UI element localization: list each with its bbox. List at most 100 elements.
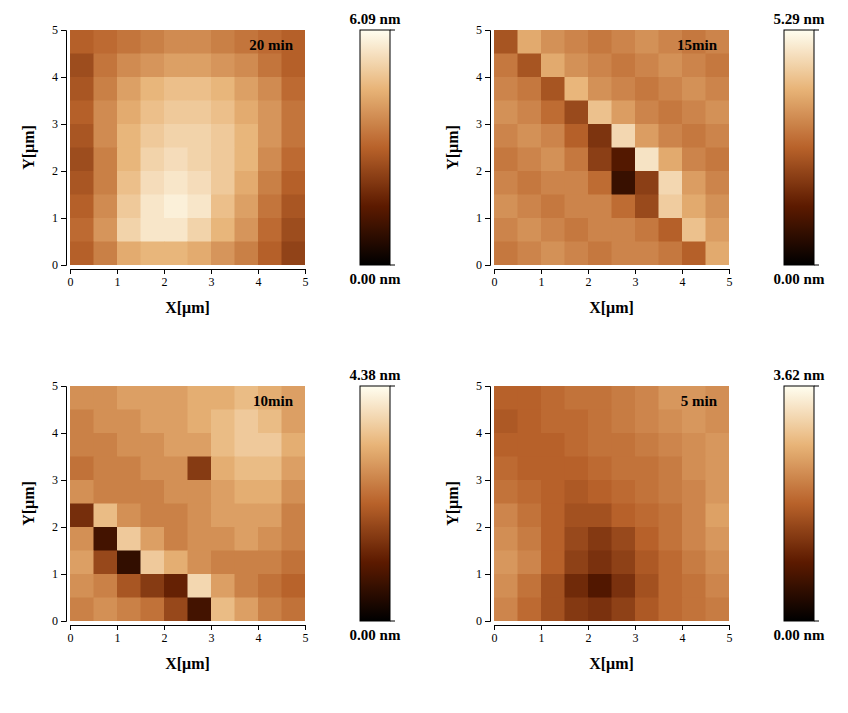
y-tick: 2	[476, 164, 490, 178]
x-tick: 5	[727, 625, 733, 645]
height-cell	[117, 171, 141, 195]
height-cell	[141, 148, 165, 172]
height-cell	[659, 386, 683, 410]
height-cell	[117, 598, 141, 622]
x-tick-label: 3	[633, 275, 639, 289]
x-tick: 4	[680, 269, 686, 289]
height-cell	[94, 480, 118, 504]
height-cell	[211, 551, 235, 575]
x-tick: 1	[539, 269, 545, 289]
height-cell	[706, 77, 730, 101]
height-cell	[588, 527, 612, 551]
height-cell	[494, 574, 518, 598]
heatmap-cells	[70, 30, 305, 265]
height-cell	[565, 410, 589, 434]
y-tick-mark	[61, 171, 66, 172]
y-tick: 5	[476, 23, 490, 37]
y-tick-mark	[61, 30, 66, 31]
y-tick: 0	[476, 614, 490, 628]
height-cell	[635, 574, 659, 598]
height-cell	[588, 410, 612, 434]
y-tick: 4	[52, 70, 66, 84]
height-cell	[188, 410, 212, 434]
x-tick: 0	[492, 625, 498, 645]
height-cell	[706, 504, 730, 528]
y-tick-label: 3	[52, 473, 58, 487]
height-cell	[565, 171, 589, 195]
x-tick-label: 2	[586, 275, 592, 289]
height-cell	[588, 101, 612, 125]
height-cell	[235, 148, 259, 172]
height-cell	[541, 124, 565, 148]
height-cell	[706, 551, 730, 575]
x-tick: 5	[303, 625, 309, 645]
x-axis: 012345	[68, 269, 309, 289]
x-tick-mark	[305, 269, 306, 274]
y-tick: 5	[476, 379, 490, 393]
height-cell	[282, 527, 306, 551]
height-cell	[258, 410, 282, 434]
height-cell	[612, 433, 636, 457]
panel-title: 10min	[253, 393, 294, 409]
height-cell	[612, 574, 636, 598]
height-cell	[541, 551, 565, 575]
y-tick-mark	[485, 30, 490, 31]
height-cell	[188, 242, 212, 266]
height-cell	[282, 551, 306, 575]
height-cell	[541, 171, 565, 195]
height-cell	[565, 30, 589, 54]
x-tick-mark	[258, 625, 259, 630]
height-cell	[141, 527, 165, 551]
height-cell	[518, 574, 542, 598]
height-cell	[188, 386, 212, 410]
height-cell	[141, 171, 165, 195]
height-cell	[235, 101, 259, 125]
height-cell	[70, 242, 94, 266]
height-cell	[94, 77, 118, 101]
height-cell	[494, 54, 518, 78]
height-cell	[164, 54, 188, 78]
y-tick-mark	[485, 265, 490, 266]
height-cell	[588, 171, 612, 195]
x-tick-mark	[635, 625, 636, 630]
x-tick: 2	[586, 269, 592, 289]
height-cell	[494, 218, 518, 242]
height-cell	[188, 527, 212, 551]
x-tick-label: 2	[586, 631, 592, 645]
height-cell	[211, 410, 235, 434]
height-cell	[518, 124, 542, 148]
height-cell	[682, 574, 706, 598]
x-tick: 3	[209, 625, 215, 645]
y-tick-mark	[485, 171, 490, 172]
height-cell	[211, 504, 235, 528]
height-cell	[612, 218, 636, 242]
height-cell	[94, 410, 118, 434]
height-cell	[94, 574, 118, 598]
height-cell	[635, 457, 659, 481]
height-cell	[94, 195, 118, 219]
height-cell	[635, 195, 659, 219]
height-cell	[682, 195, 706, 219]
height-cell	[70, 527, 94, 551]
x-axis: 012345	[68, 625, 309, 645]
height-cell	[141, 30, 165, 54]
y-tick: 3	[476, 473, 490, 487]
height-cell	[635, 218, 659, 242]
height-cell	[94, 101, 118, 125]
height-cell	[117, 551, 141, 575]
y-tick-label: 1	[476, 211, 482, 225]
x-tick-label: 5	[727, 631, 733, 645]
height-cell	[706, 480, 730, 504]
height-cell	[682, 598, 706, 622]
height-cell	[282, 410, 306, 434]
height-cell	[588, 457, 612, 481]
y-tick-mark	[61, 218, 66, 219]
x-tick-mark	[635, 269, 636, 274]
height-cell	[211, 433, 235, 457]
height-cell	[164, 410, 188, 434]
height-cell	[235, 598, 259, 622]
x-tick-mark	[494, 269, 495, 274]
height-cell	[706, 457, 730, 481]
height-cell	[94, 386, 118, 410]
height-cell	[635, 148, 659, 172]
